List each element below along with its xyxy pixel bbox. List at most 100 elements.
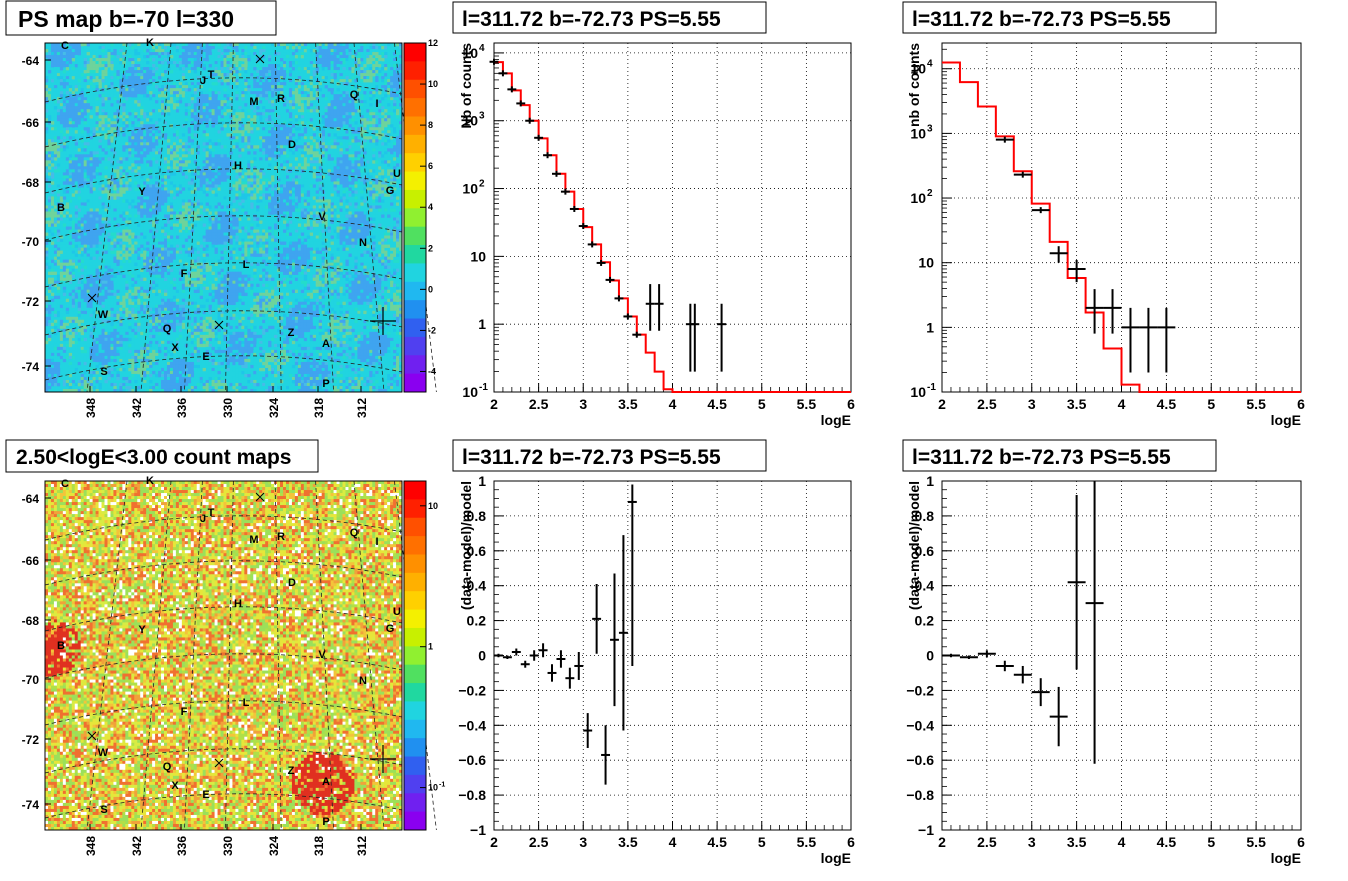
- x-tick-label: 2.5: [977, 834, 997, 850]
- x-tick-label: 6: [1297, 396, 1305, 412]
- color-scale-step: [404, 80, 426, 99]
- source-label: G: [386, 185, 395, 197]
- source-label: A: [322, 776, 330, 788]
- y-tick-label: 1: [926, 319, 934, 335]
- source-label: Q: [163, 323, 172, 335]
- x-tick-label: 5.5: [797, 834, 817, 850]
- map-y-tick-label: -64: [22, 54, 40, 68]
- map-y-tick-label: -68: [22, 614, 40, 628]
- y-tick-label: 0: [478, 648, 486, 664]
- color-scale-step: [404, 646, 426, 665]
- color-scale-exponent: -1: [439, 782, 445, 789]
- map-x-tick-label: 312: [355, 836, 369, 856]
- x-tick-label: 6: [1297, 834, 1305, 850]
- y-tick-label: −0.4: [906, 717, 934, 733]
- source-label: V: [318, 649, 326, 661]
- y-tick-label: −0.6: [906, 752, 934, 768]
- color-scale-step: [404, 738, 426, 757]
- source-label: N: [359, 675, 367, 687]
- y-axis-title: nb of counts: [906, 43, 922, 127]
- y-tick-label: 10: [910, 384, 926, 400]
- source-label: S: [100, 366, 107, 378]
- color-scale-step: [404, 481, 426, 500]
- map-x-tick-label: 348: [84, 398, 98, 418]
- source-label: B: [57, 202, 65, 214]
- source-label: S: [100, 804, 107, 816]
- x-tick-label: 2.5: [529, 396, 549, 412]
- y-tick-exponent: 2: [927, 188, 933, 199]
- x-axis-title: logE: [1271, 412, 1301, 428]
- y-axis-title: (data-model)/model: [458, 481, 474, 610]
- map-y-tick-label: -74: [22, 360, 40, 374]
- x-tick-label: 4.5: [1157, 834, 1177, 850]
- y-tick-label: −0.4: [458, 717, 486, 733]
- chart-tl-title-box: l=311.72 b=-72.73 PS=5.55: [453, 2, 766, 33]
- y-axis-title: Nb of counts: [458, 43, 474, 129]
- source-label: X: [171, 342, 179, 354]
- y-tick-label: −0.8: [906, 787, 934, 803]
- source-label: P: [322, 378, 329, 390]
- color-scale-step: [404, 775, 426, 794]
- y-tick-label: −1: [918, 822, 934, 838]
- x-tick-label: 4: [669, 834, 677, 850]
- x-tick-label: 5: [758, 396, 766, 412]
- y-tick-exponent: -1: [927, 382, 936, 393]
- source-label: R: [277, 531, 285, 543]
- source-label: U: [393, 168, 401, 180]
- x-tick-label: 4: [1118, 396, 1126, 412]
- x-tick-label: 5.5: [1246, 396, 1266, 412]
- y-tick-label: −1: [470, 822, 486, 838]
- x-tick-label: 2: [938, 834, 946, 850]
- y-tick-exponent: 4: [927, 59, 933, 70]
- source-label: J: [200, 75, 206, 87]
- map-y-tick-label: -66: [22, 116, 40, 130]
- map-x-tick-label: 342: [130, 836, 144, 856]
- map-y-tick-label: -70: [22, 235, 40, 249]
- color-scale-step: [404, 591, 426, 610]
- source-label: Z: [288, 327, 295, 339]
- y-tick-label: 0: [926, 648, 934, 664]
- color-scale-step: [404, 263, 426, 282]
- source-label: E: [202, 789, 209, 801]
- source-label: F: [181, 268, 188, 280]
- source-label: I: [375, 98, 378, 110]
- y-tick-label: −0.2: [906, 682, 934, 698]
- y-tick-label: 10: [470, 248, 486, 264]
- color-scale-step: [404, 757, 426, 776]
- source-label: C: [61, 478, 69, 490]
- chart-bl-title: l=311.72 b=-72.73 PS=5.55: [462, 446, 721, 469]
- map-x-tick-label: 342: [130, 398, 144, 418]
- color-scale-label: 12: [428, 38, 438, 48]
- color-scale-step: [404, 554, 426, 573]
- y-tick-label: 0.2: [467, 613, 487, 629]
- color-scale-step: [404, 319, 426, 338]
- color-scale-label: 10: [428, 79, 438, 89]
- color-scale-step: [404, 573, 426, 592]
- source-label: U: [393, 606, 401, 618]
- color-scale-step: [404, 793, 426, 812]
- color-scale-step: [404, 536, 426, 555]
- color-scale-step: [404, 812, 426, 831]
- color-scale-label: 10: [428, 783, 438, 793]
- color-scale-label: 4: [428, 202, 433, 212]
- source-label: E: [202, 351, 209, 363]
- source-label: D: [288, 139, 296, 151]
- y-tick-exponent: 4: [479, 43, 485, 54]
- map-x-tick-label: 318: [312, 836, 326, 856]
- source-label: H: [234, 598, 242, 610]
- source-label: N: [359, 237, 367, 249]
- map-y-tick-label: -70: [22, 673, 40, 687]
- map2-title: 2.50<logE<3.00 count maps: [16, 446, 291, 469]
- y-tick-exponent: 2: [479, 179, 485, 190]
- source-label: F: [181, 706, 188, 718]
- map-x-tick-label: 312: [355, 398, 369, 418]
- x-tick-label: 5.5: [797, 396, 817, 412]
- source-label: D: [288, 577, 296, 589]
- map-y-tick-label: -64: [22, 492, 40, 506]
- x-tick-label: 3.5: [618, 396, 638, 412]
- y-tick-label: 10: [910, 190, 926, 206]
